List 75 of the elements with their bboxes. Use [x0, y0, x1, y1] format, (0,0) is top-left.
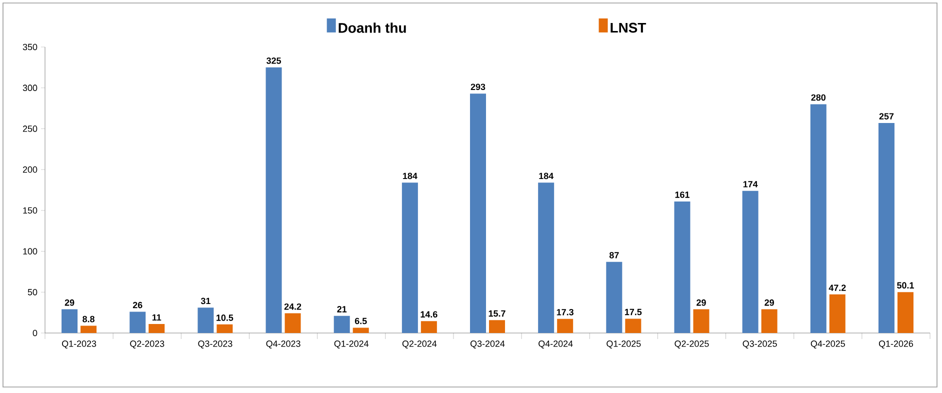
- bar: [216, 324, 233, 333]
- x-tick-label: Q2-2023: [130, 340, 164, 348]
- legend-label: Doanh thu: [338, 22, 406, 33]
- bar: [198, 308, 214, 333]
- data-label: 6.5: [354, 318, 367, 324]
- data-label: 47.2: [828, 284, 846, 291]
- data-label: 257: [879, 113, 894, 120]
- bar: [878, 122, 894, 333]
- bar: [897, 292, 914, 333]
- data-label: 29: [764, 299, 774, 306]
- bar: [829, 294, 846, 333]
- data-label: 15.7: [488, 310, 506, 317]
- bar: [557, 318, 574, 333]
- data-label: 31: [200, 298, 210, 304]
- data-label: 17.5: [625, 308, 642, 316]
- x-tick-label: Q2-2024: [402, 340, 437, 348]
- bar: [62, 309, 78, 333]
- x-tick-label: Q3-2025: [742, 340, 777, 348]
- bar: [284, 313, 301, 333]
- data-label: 87: [609, 252, 619, 258]
- x-tick-label: Q1-2023: [62, 340, 96, 348]
- bar: [402, 182, 418, 333]
- data-label: 325: [266, 58, 281, 64]
- bar: [148, 324, 165, 333]
- data-label: 184: [403, 172, 418, 180]
- x-tick-label: Q1-2024: [334, 340, 369, 348]
- data-label: 29: [64, 299, 74, 306]
- bar: [130, 312, 146, 333]
- data-label: 184: [539, 172, 554, 180]
- bar: [761, 309, 778, 333]
- data-label: 293: [470, 84, 486, 90]
- data-label: 29: [696, 299, 706, 306]
- data-label: 280: [811, 94, 826, 101]
- y-tick-label: 150: [23, 207, 38, 214]
- data-label: 14.6: [420, 311, 438, 318]
- data-label: 50.1: [897, 282, 914, 289]
- data-label: 174: [743, 181, 758, 188]
- y-tick-label: 350: [22, 44, 38, 50]
- y-tick-label: 250: [22, 126, 38, 132]
- x-tick-label: Q4-2024: [538, 340, 573, 348]
- y-tick-label: 200: [22, 166, 38, 173]
- data-label: 8.8: [82, 316, 95, 322]
- x-tick-label: Q3-2023: [198, 340, 232, 348]
- bar: [80, 326, 97, 333]
- data-label: 10.5: [216, 314, 234, 321]
- data-label: 161: [675, 192, 690, 198]
- x-tick-label: Q2-2025: [674, 340, 709, 348]
- y-tick-label: 50: [28, 288, 38, 296]
- bar: [810, 104, 826, 333]
- y-tick-label: 300: [22, 84, 38, 92]
- data-label: 11: [152, 314, 162, 320]
- bar: [606, 262, 622, 333]
- y-tick-label: 100: [23, 248, 38, 254]
- bar: [334, 316, 350, 333]
- bar: [625, 318, 642, 333]
- bar: [420, 321, 437, 333]
- data-label: 26: [132, 302, 142, 308]
- bar: [693, 309, 710, 333]
- x-tick-label: Q1-2026: [878, 340, 914, 348]
- x-tick-label: Q4-2023: [266, 340, 300, 348]
- data-label: 17.3: [556, 308, 574, 316]
- bar: [538, 182, 554, 333]
- bar: [742, 190, 758, 333]
- legend-label: LNST: [610, 22, 646, 33]
- bar: [266, 67, 282, 333]
- x-tick-label: Q1-2025: [606, 340, 641, 348]
- data-label: 24.2: [284, 303, 302, 310]
- x-tick-label: Q3-2024: [470, 340, 505, 348]
- data-label: 21: [337, 306, 347, 312]
- bar: [674, 201, 690, 333]
- x-tick-label: Q4-2025: [810, 340, 845, 348]
- bar: [489, 320, 506, 333]
- y-tick-label: 0: [32, 330, 38, 336]
- bar: [470, 94, 486, 333]
- bar: [352, 328, 369, 333]
